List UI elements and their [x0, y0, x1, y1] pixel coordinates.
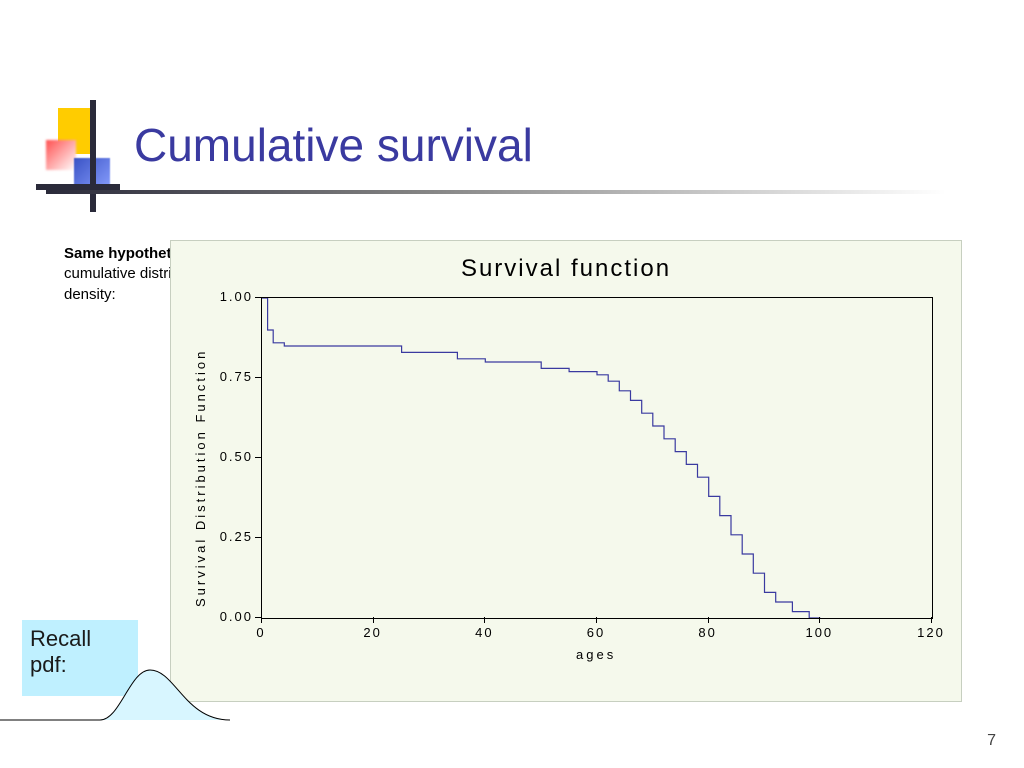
x-tick-label: 120 [911, 625, 951, 640]
y-axis-label: Survival Distribution Function [193, 349, 208, 607]
slide-title: Cumulative survival [134, 118, 533, 172]
survival-chart: Survival function Survival Distribution … [170, 240, 962, 702]
y-tick-label: 0.50 [203, 449, 253, 464]
page-number: 7 [987, 732, 996, 750]
y-tick-label: 1.00 [203, 289, 253, 304]
slide: { "title": "Cumulative survival", "capti… [0, 0, 1024, 768]
x-tick-label: 80 [688, 625, 728, 640]
pdf-curve-icon [0, 660, 250, 730]
x-tick-label: 20 [353, 625, 393, 640]
x-tick-label: 60 [576, 625, 616, 640]
plot-area [261, 297, 933, 619]
x-axis-label: ages [576, 647, 616, 662]
x-tick-label: 0 [241, 625, 281, 640]
x-tick-label: 100 [799, 625, 839, 640]
x-tick-label: 40 [464, 625, 504, 640]
survival-step-line [262, 298, 932, 618]
title-underline [46, 190, 946, 194]
y-tick-label: 0.25 [203, 529, 253, 544]
chart-title: Survival function [171, 255, 961, 283]
y-tick-label: 0.00 [203, 609, 253, 624]
y-tick-label: 0.75 [203, 369, 253, 384]
